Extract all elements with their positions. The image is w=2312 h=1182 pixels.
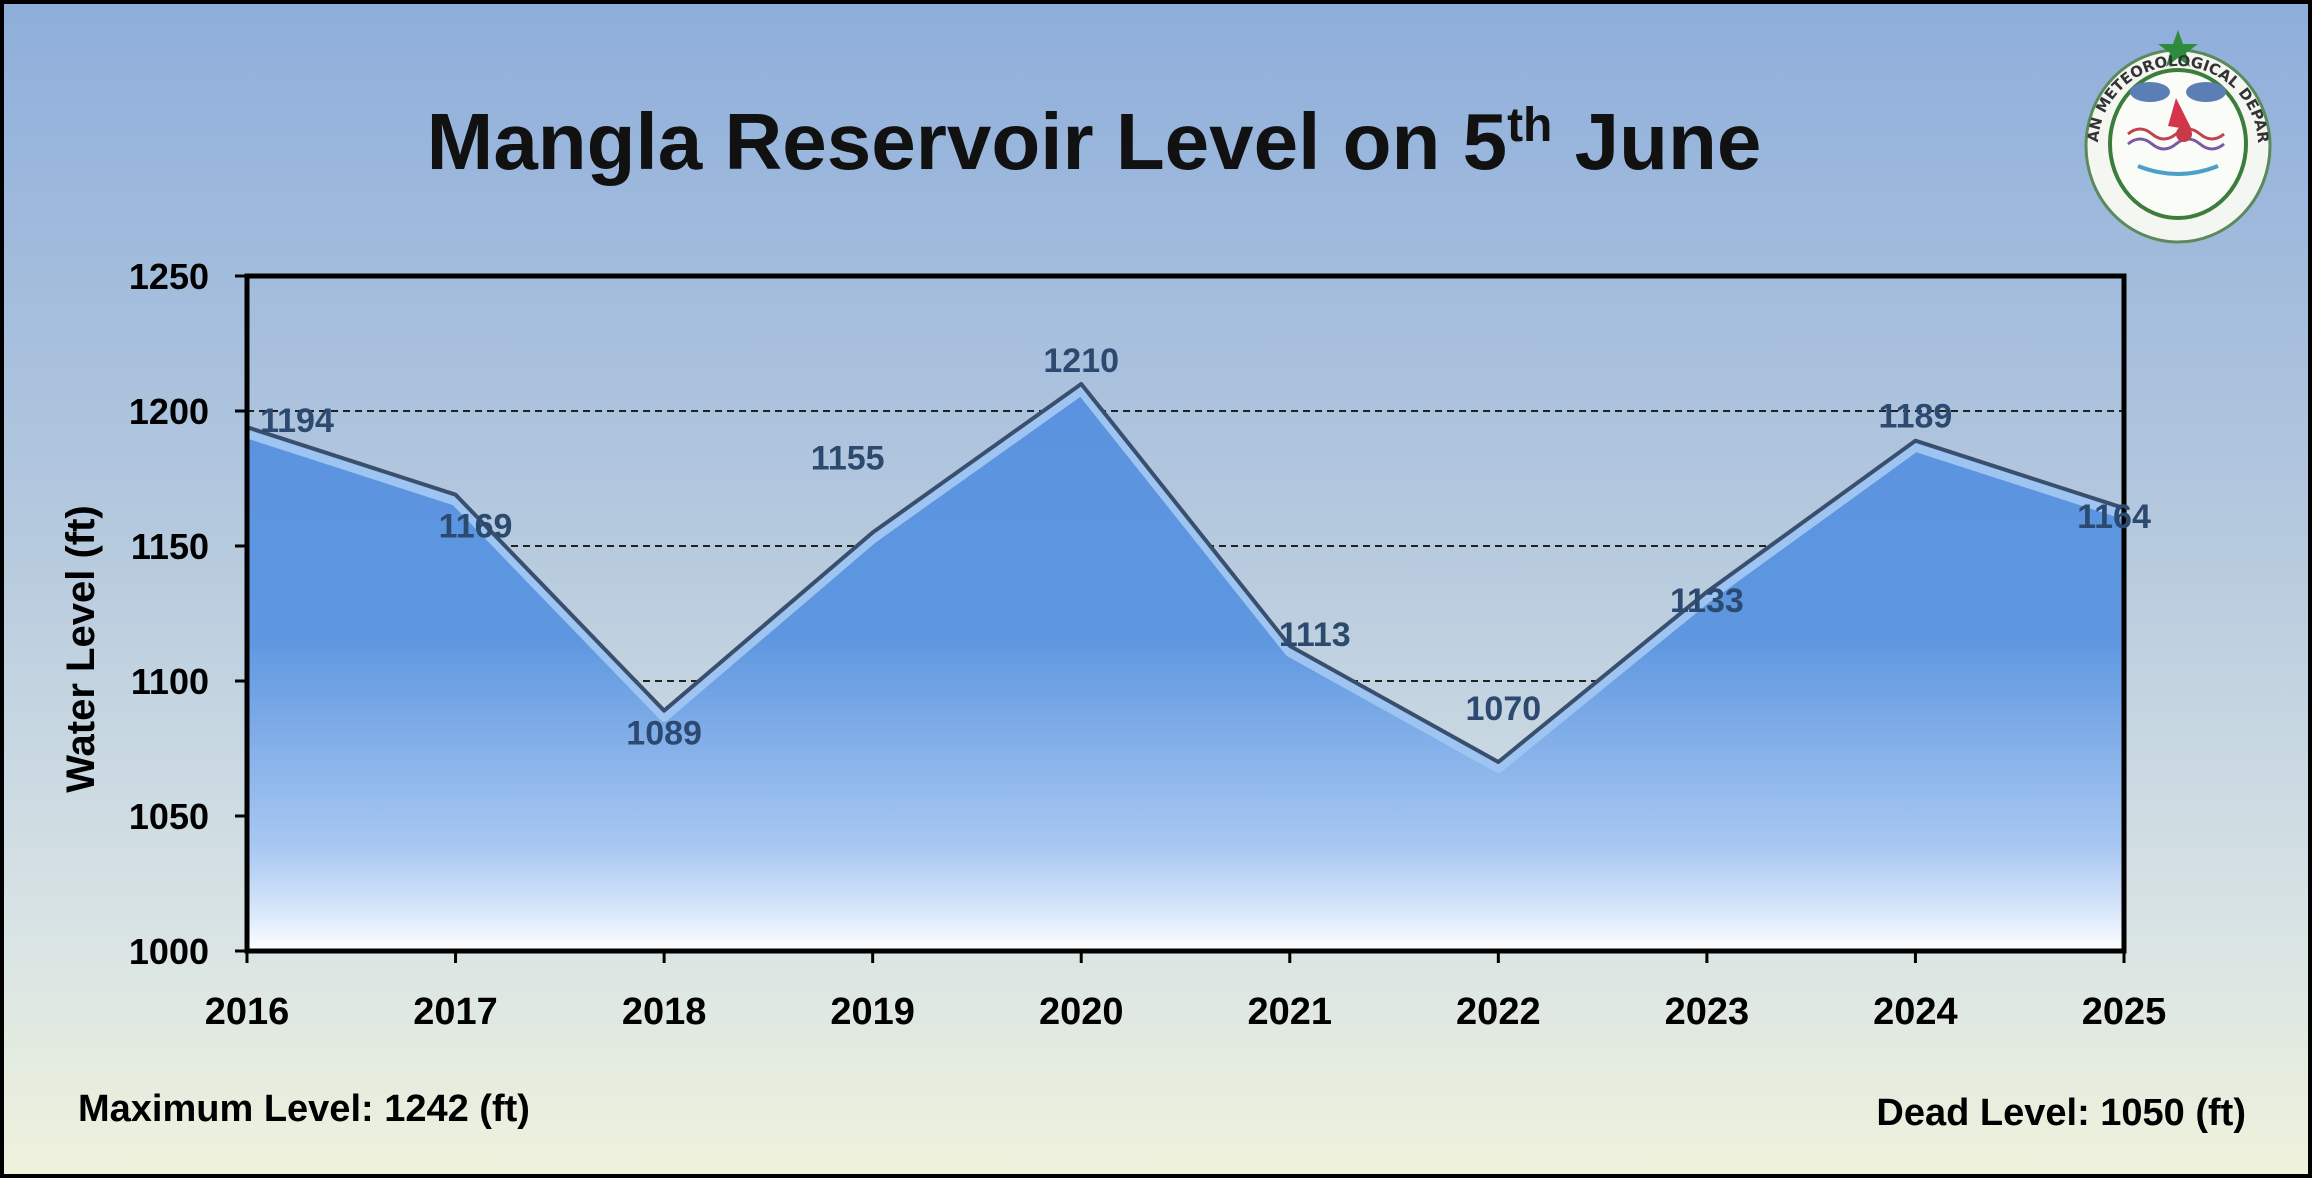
plot-border	[244, 273, 2127, 954]
data-label: 1089	[626, 715, 702, 753]
data-label: 1164	[2077, 498, 2151, 536]
data-label: 1169	[439, 508, 513, 546]
y-axis: 1000 1050 1100 1150 1200 1250	[129, 256, 247, 972]
data-label: 1133	[1670, 582, 1744, 620]
chart-title: Mangla Reservoir Level on 5th June	[4, 96, 2184, 188]
data-label: 1194	[260, 402, 334, 440]
data-label: 1070	[1466, 690, 1542, 728]
dead-level-note: Dead Level: 1050 (ft)	[1876, 1092, 2246, 1134]
maximum-level-note: Maximum Level: 1242 (ft)	[78, 1088, 530, 1130]
x-tick-label: 2022	[1456, 991, 1541, 1033]
x-tick-label: 2024	[1873, 991, 1958, 1033]
pmd-logo: PAKISTAN METEOROLOGICAL DEPARTMENT	[2068, 26, 2272, 244]
data-label: 1155	[811, 440, 885, 478]
y-tick-label: 1200	[129, 391, 209, 432]
y-tick-label: 1150	[131, 526, 209, 567]
x-tick-label: 2020	[1039, 991, 1124, 1033]
x-tick-label: 2018	[622, 991, 707, 1033]
data-label: 1189	[1879, 398, 1953, 436]
area-fill	[247, 384, 2124, 951]
y-tick-label: 1100	[131, 661, 209, 702]
y-tick-label: 1000	[129, 931, 209, 972]
y-tick-label: 1250	[129, 256, 209, 297]
x-axis: 2016 2017 2018 2019 2020 2021 2022 2023 2024 2025	[205, 951, 2167, 1033]
x-tick-label: 2021	[1248, 991, 1333, 1033]
title-main: Mangla Reservoir Level on 5	[426, 97, 1508, 186]
x-tick-label: 2025	[2082, 991, 2167, 1033]
title-tail: June	[1552, 97, 1762, 186]
x-tick-label: 2016	[205, 991, 290, 1033]
data-label: 1113	[1279, 616, 1351, 654]
x-tick-label: 2017	[413, 991, 498, 1033]
area-series	[245, 382, 2126, 951]
y-tick-label: 1050	[129, 796, 209, 837]
area-bevel	[245, 385, 2126, 773]
title-superscript: th	[1507, 99, 1553, 152]
area-line	[246, 382, 2125, 764]
y-axis-title: Water Level (ft)	[59, 505, 103, 792]
x-tick-label: 2023	[1665, 991, 1750, 1033]
data-labels: 1194 1169 1089 1155 1210 1113 1070 1133 1189 1164	[260, 342, 2151, 753]
x-tick-label: 2019	[830, 991, 915, 1033]
data-label: 1210	[1043, 342, 1119, 380]
